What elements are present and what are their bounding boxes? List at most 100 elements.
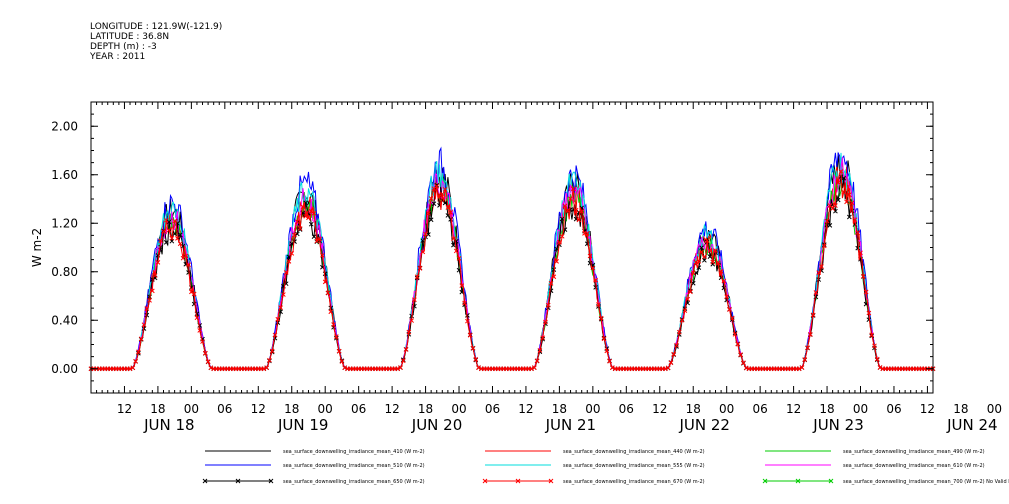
series-marker-6: [866, 317, 872, 323]
series-marker-7: [587, 253, 593, 259]
series-marker-6: [322, 271, 328, 277]
series-marker-7: [732, 331, 738, 337]
series-marker-7: [144, 306, 150, 312]
y-tick-label: 0.80: [51, 265, 78, 279]
series-marker-7: [531, 365, 537, 370]
x-day-label: JUN 23: [812, 416, 863, 434]
x-day-label: JUN 20: [411, 416, 462, 434]
series-marker-7: [278, 305, 283, 310]
series-marker-7: [267, 357, 272, 363]
series-marker-7: [400, 358, 406, 364]
series-marker-7: [467, 332, 473, 338]
series-marker-7: [702, 254, 707, 260]
series-marker-7: [685, 296, 691, 302]
series-marker-7: [741, 360, 746, 366]
legend-marker-7: [548, 478, 554, 484]
x-hour-label: 18: [418, 402, 433, 416]
series-line-5: [91, 157, 933, 370]
series-marker-7: [674, 342, 679, 348]
series-marker-7: [459, 283, 465, 288]
series-marker-7: [847, 192, 852, 198]
series-marker-7: [596, 302, 601, 307]
series-marker-7: [729, 315, 735, 321]
legend-marker-8: [795, 478, 801, 484]
series-marker-7: [543, 319, 548, 325]
series-marker-6: [297, 227, 303, 232]
series-marker-7: [858, 250, 863, 256]
series-marker-7: [688, 289, 693, 295]
x-day-label: JUN 21: [545, 416, 596, 434]
series-marker-7: [395, 366, 401, 372]
series-marker-7: [311, 210, 317, 216]
series-marker-7: [152, 273, 158, 278]
series-marker-6: [431, 201, 437, 207]
series-marker-7: [409, 318, 414, 323]
series-marker-7: [877, 365, 883, 370]
series-marker-7: [718, 268, 724, 274]
series-marker-7: [534, 358, 540, 364]
series-marker-7: [462, 300, 467, 306]
series-marker-7: [866, 310, 872, 316]
series-marker-6: [292, 239, 297, 244]
series-marker-7: [303, 213, 309, 219]
series-marker-7: [306, 215, 311, 221]
series-marker-7: [470, 345, 476, 351]
series-marker-7: [860, 273, 866, 279]
series-marker-7: [713, 248, 718, 253]
legend-label-7: sea_surface_downwelling_irradiance_mean_…: [563, 479, 705, 485]
header-latitude: LATITUDE : 36.8N: [90, 32, 170, 42]
series-marker-7: [810, 312, 816, 318]
series-marker-7: [200, 339, 205, 344]
series-marker-7: [559, 233, 565, 239]
legend-marker-7: [515, 478, 521, 484]
y-tick-label: 2.00: [51, 119, 78, 133]
series-marker-7: [208, 365, 214, 371]
x-hour-label: 12: [117, 402, 132, 416]
series-marker-7: [141, 322, 147, 328]
series-marker-7: [816, 270, 822, 275]
series-marker-6: [847, 214, 852, 220]
series-marker-7: [852, 217, 858, 223]
series-marker-7: [551, 274, 557, 280]
series-marker-7: [186, 262, 191, 268]
legend-marker-8: [762, 478, 768, 484]
x-hour-label: 18: [150, 402, 165, 416]
series-marker-7: [272, 332, 278, 338]
series-marker-6: [448, 217, 454, 222]
header-year: YEAR : 2011: [90, 52, 146, 62]
series-marker-7: [133, 358, 138, 364]
series-marker-7: [738, 352, 743, 357]
series-marker-7: [281, 292, 286, 297]
series-marker-6: [827, 222, 833, 228]
legend-marker-6: [268, 478, 274, 484]
legend-label-5: sea_surface_downwelling_irradiance_mean_…: [843, 463, 985, 469]
series-marker-7: [696, 258, 702, 264]
series-marker-7: [802, 357, 808, 362]
series-marker-7: [177, 241, 183, 247]
series-line-7: [91, 170, 933, 370]
series-marker-7: [456, 256, 462, 261]
series-marker-7: [147, 298, 152, 303]
series-marker-7: [855, 230, 861, 236]
series-marker-7: [264, 365, 270, 371]
series-marker-6: [420, 238, 426, 244]
plot-area: [88, 146, 936, 372]
x-hour-label: 06: [485, 402, 500, 416]
x-hour-label: 00: [451, 402, 466, 416]
series-marker-6: [559, 216, 565, 222]
series-marker-6: [593, 285, 598, 290]
series-marker-7: [869, 332, 875, 338]
x-hour-label: 06: [752, 402, 767, 416]
series-marker-7: [445, 205, 451, 210]
axes: 0.00 0.40 0.80 1.20 1.60 2.00 W m-2 12 18 00 06 12 1…: [30, 101, 1002, 434]
series-marker-7: [584, 231, 590, 236]
series-marker-7: [163, 217, 169, 223]
x-hour-label: 12: [518, 402, 533, 416]
series-marker-7: [693, 259, 699, 265]
series-marker-7: [434, 183, 440, 189]
series-marker-7: [682, 308, 688, 313]
series-marker-7: [727, 307, 732, 312]
legend-label-1: sea_surface_downwelling_irradiance_mean_…: [563, 449, 705, 455]
series-marker-6: [841, 175, 847, 181]
